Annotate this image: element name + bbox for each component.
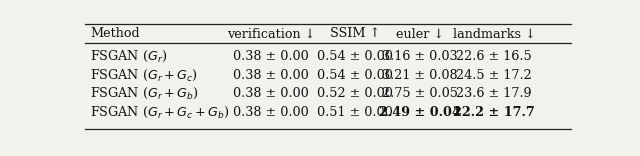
Text: 22.6 ± 16.5: 22.6 ± 16.5	[456, 50, 532, 63]
Text: FSGAN ($G_r + G_c$): FSGAN ($G_r + G_c$)	[90, 68, 198, 83]
Text: 0.38 ± 0.00: 0.38 ± 0.00	[233, 87, 309, 100]
Text: 3.16 ± 0.03: 3.16 ± 0.03	[382, 50, 458, 63]
Text: 2.49 ± 0.04: 2.49 ± 0.04	[379, 106, 461, 119]
Text: 24.5 ± 17.2: 24.5 ± 17.2	[456, 69, 532, 82]
Text: FSGAN ($G_r + G_b$): FSGAN ($G_r + G_b$)	[90, 86, 198, 101]
Text: 0.52 ± 0.00: 0.52 ± 0.00	[317, 87, 393, 100]
Text: 0.51 ± 0.00: 0.51 ± 0.00	[317, 106, 393, 119]
Text: SSIM ↑: SSIM ↑	[330, 27, 380, 40]
Text: 0.38 ± 0.00: 0.38 ± 0.00	[233, 69, 309, 82]
Text: 3.21 ± 0.08: 3.21 ± 0.08	[382, 69, 458, 82]
Text: 0.54 ± 0.00: 0.54 ± 0.00	[317, 69, 393, 82]
Text: FSGAN ($G_r + G_c + G_b$): FSGAN ($G_r + G_c + G_b$)	[90, 105, 229, 120]
Text: 22.2 ± 17.7: 22.2 ± 17.7	[453, 106, 535, 119]
Text: 0.54 ± 0.00: 0.54 ± 0.00	[317, 50, 393, 63]
Text: verification ↓: verification ↓	[227, 27, 315, 40]
Text: 0.38 ± 0.00: 0.38 ± 0.00	[233, 106, 309, 119]
Text: Method: Method	[90, 27, 140, 40]
Text: 0.38 ± 0.00: 0.38 ± 0.00	[233, 50, 309, 63]
Text: 23.6 ± 17.9: 23.6 ± 17.9	[456, 87, 532, 100]
Text: 2.75 ± 0.05: 2.75 ± 0.05	[382, 87, 458, 100]
Text: FSGAN ($G_r$): FSGAN ($G_r$)	[90, 49, 167, 64]
Text: landmarks ↓: landmarks ↓	[453, 27, 536, 40]
Text: euler ↓: euler ↓	[396, 27, 444, 40]
